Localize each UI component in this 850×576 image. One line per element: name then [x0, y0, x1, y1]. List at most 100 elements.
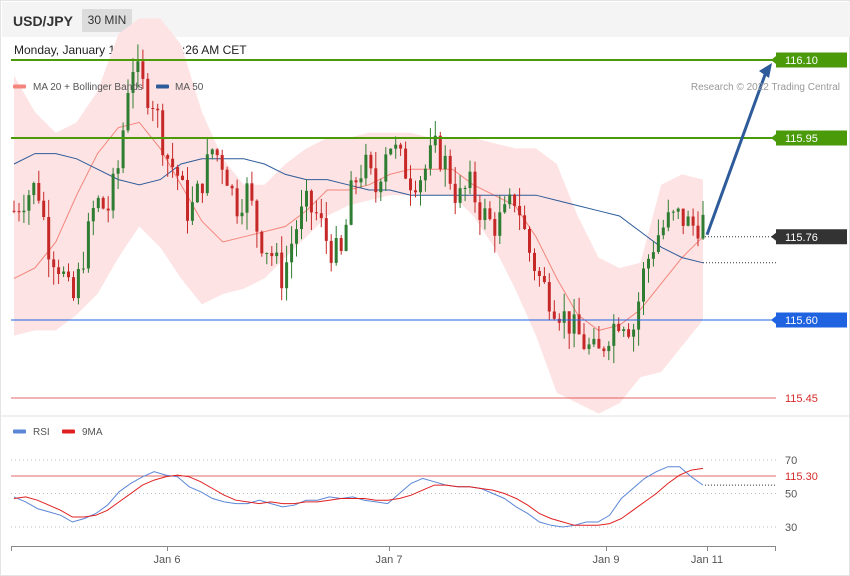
rsi-tick-label: 70	[785, 455, 797, 467]
rsi-legend-swatch	[13, 429, 26, 434]
rsi-tick-label: 50	[785, 489, 797, 501]
candle-body	[637, 301, 641, 330]
candle-body	[364, 154, 368, 179]
candle-body	[334, 238, 338, 263]
candle-body	[453, 183, 457, 203]
candle-body	[121, 130, 125, 169]
candle-body	[374, 168, 378, 193]
candle-body	[62, 271, 66, 274]
candle-body	[245, 183, 249, 213]
candle-body	[305, 190, 308, 207]
candle-body	[602, 348, 606, 352]
candle-body	[533, 252, 536, 271]
candle-body	[250, 183, 254, 201]
candle-body	[86, 221, 90, 269]
bollinger-band	[14, 18, 703, 414]
candle-body	[81, 268, 85, 270]
candle-body	[151, 108, 155, 109]
candle-body	[354, 180, 358, 183]
candle-body	[508, 194, 512, 205]
candle-body	[577, 314, 581, 335]
time-axis-label: Jan 11	[691, 554, 723, 566]
price-legend: MA 20 + Bollinger Bands MA 50 Research ©…	[13, 82, 840, 93]
candle-body	[587, 344, 591, 349]
candle-body	[468, 171, 472, 188]
candle-body	[91, 208, 95, 222]
candle-body	[547, 282, 551, 312]
candle-body	[463, 188, 467, 189]
candle-body	[557, 318, 561, 323]
candle-body	[319, 213, 323, 219]
candle-body	[344, 224, 348, 251]
candle-body	[17, 211, 21, 213]
candle-body	[111, 173, 115, 211]
candle-body	[136, 61, 140, 72]
candle-body	[503, 204, 507, 213]
level-label-minor: 115.45	[785, 393, 818, 405]
rsi-tick-label: 30	[785, 522, 797, 534]
candle-body	[76, 269, 80, 299]
candle-body	[72, 277, 75, 299]
candle-body	[181, 175, 184, 180]
candle-body	[32, 183, 36, 196]
candle-body	[572, 314, 576, 334]
level-label: 116.10	[785, 55, 818, 67]
ma50-line	[13, 153, 704, 264]
candle-body	[612, 323, 616, 346]
candle-body	[190, 202, 194, 221]
candle-body	[240, 212, 244, 217]
candle-body	[656, 235, 660, 252]
candle-body	[676, 208, 680, 212]
rsi-ma-legend-swatch	[62, 429, 75, 434]
candle-body	[384, 154, 388, 182]
candle-body	[37, 183, 41, 201]
candle-body	[131, 72, 135, 93]
candle-body	[498, 212, 502, 236]
timeframe-button[interactable]: 30 MIN	[82, 9, 132, 32]
candle-body	[369, 154, 373, 169]
candle-body	[622, 329, 626, 331]
candle-body	[647, 258, 650, 269]
candle-body	[230, 185, 234, 189]
candle-body	[379, 181, 383, 193]
candle-body	[57, 267, 61, 274]
candle-body	[582, 334, 586, 349]
candle-body	[300, 206, 303, 230]
candle-body	[195, 183, 199, 203]
candle-body	[235, 188, 239, 217]
candle-body	[419, 180, 422, 193]
candle-body	[607, 345, 611, 352]
candle-body	[518, 205, 522, 216]
price-panel: 116.10 115.95 115.76 115.60 115.45 115.30	[11, 18, 847, 483]
candle-body	[691, 216, 695, 226]
candle-body	[186, 180, 189, 221]
candle-body	[617, 323, 621, 331]
candle-body	[67, 271, 70, 278]
ma20-legend-swatch	[13, 84, 26, 89]
candle-body	[597, 338, 601, 349]
level-label: 115.95	[785, 133, 818, 145]
candle-body	[414, 190, 417, 193]
ma50-legend-swatch	[156, 84, 169, 89]
candle-body	[42, 200, 46, 217]
candle-body	[701, 214, 705, 239]
candle-body	[399, 144, 403, 149]
candle-body	[671, 211, 675, 213]
ma20-legend-label: MA 20 + Bollinger Bands	[33, 82, 143, 93]
candle-body	[171, 158, 175, 168]
current-price-tag	[771, 229, 847, 245]
candle-body	[52, 259, 56, 268]
candle-body	[686, 216, 690, 226]
candle-body	[96, 197, 100, 209]
candle-body	[116, 168, 120, 174]
candle-body	[681, 208, 685, 226]
level-tag-resistance	[771, 130, 847, 146]
level-tag-resistance	[771, 52, 847, 68]
level-tag-support	[771, 312, 847, 328]
candle-body	[562, 311, 566, 323]
current-price-label: 115.76	[785, 232, 818, 244]
candle-body	[523, 215, 527, 229]
time-axis: Jan 6 Jan 7 Jan 9 Jan 11	[11, 546, 776, 566]
candle-body	[275, 252, 279, 257]
